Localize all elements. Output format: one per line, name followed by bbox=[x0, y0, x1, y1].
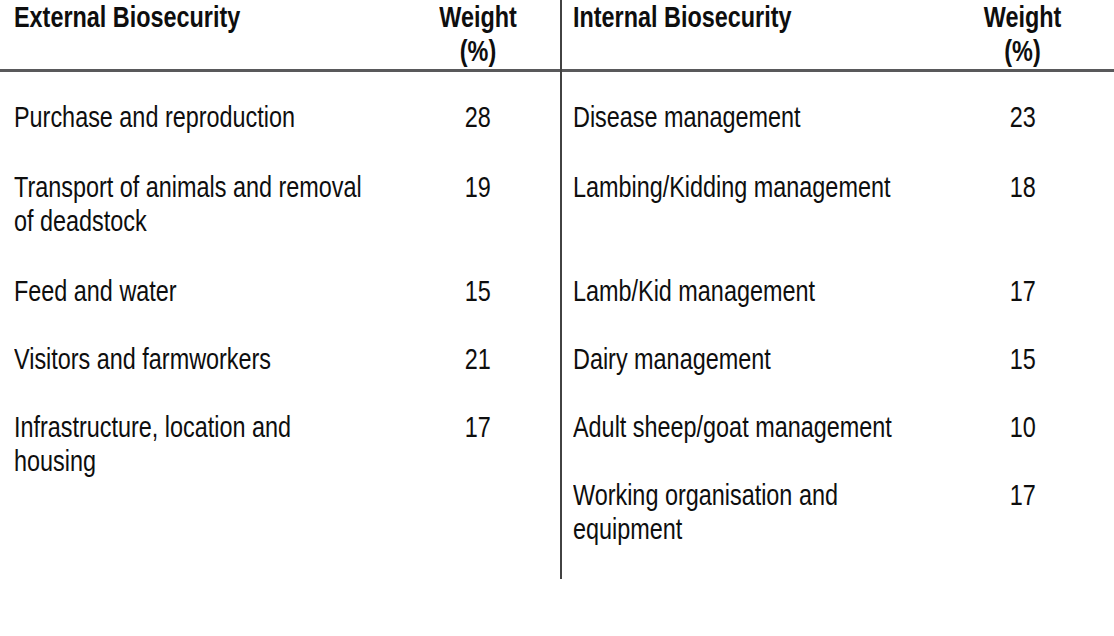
table-row-value: 15 bbox=[958, 342, 1087, 376]
row-value-text: 18 bbox=[1009, 170, 1035, 204]
external-weight-header-text: Weight (%) bbox=[429, 0, 527, 68]
table-row-label: Lamb/Kid management bbox=[573, 274, 883, 308]
row-value-text: 17 bbox=[1009, 274, 1035, 308]
table-row-label: Visitors and farmworkers bbox=[14, 342, 344, 376]
external-panel-title: External Biosecurity bbox=[14, 0, 304, 34]
row-value-text: 23 bbox=[1009, 100, 1035, 134]
row-label-text: Infrastructure, location and housing bbox=[14, 410, 291, 478]
table-row-label: Purchase and reproduction bbox=[14, 100, 374, 134]
header-underline-rule bbox=[0, 69, 1114, 72]
row-label-text: Adult sheep/goat management bbox=[573, 410, 892, 444]
table-row-label: Adult sheep/goat management bbox=[573, 410, 982, 444]
row-label-text: Lamb/Kid management bbox=[573, 274, 815, 308]
internal-panel-title: Internal Biosecurity bbox=[573, 0, 853, 34]
row-label-text: Working organisation and equipment bbox=[573, 478, 838, 546]
table-row-value: 17 bbox=[958, 478, 1087, 512]
table-row-value: 10 bbox=[958, 410, 1087, 444]
internal-weight-column-header: Weight (%) bbox=[958, 0, 1087, 68]
row-label-text: Visitors and farmworkers bbox=[14, 342, 271, 376]
panel-divider-line bbox=[560, 0, 562, 579]
table-row-label: Lambing/Kidding management bbox=[573, 170, 980, 204]
table-row-label: Feed and water bbox=[14, 274, 222, 308]
table-row-value: 23 bbox=[958, 100, 1087, 134]
internal-panel-title-text: Internal Biosecurity bbox=[573, 0, 791, 34]
table-row-label: Infrastructure, location and housing bbox=[14, 410, 369, 478]
table-row-label: Transport of animals and removal of dead… bbox=[14, 170, 460, 238]
row-label-text: Lambing/Kidding management bbox=[573, 170, 890, 204]
row-value-text: 15 bbox=[465, 274, 491, 308]
table-row-label: Working organisation and equipment bbox=[573, 478, 913, 546]
row-label-text: Feed and water bbox=[14, 274, 177, 308]
table-row-value: 28 bbox=[415, 100, 541, 134]
external-weight-column-header: Weight (%) bbox=[415, 0, 541, 68]
table-row-value: 17 bbox=[958, 274, 1087, 308]
row-value-text: 15 bbox=[1009, 342, 1035, 376]
row-label-text: Disease management bbox=[573, 100, 801, 134]
table-row-label: Dairy management bbox=[573, 342, 826, 376]
table-row-value: 21 bbox=[415, 342, 541, 376]
table-row-value: 15 bbox=[415, 274, 541, 308]
table-row-label: Disease management bbox=[573, 100, 865, 134]
row-value-text: 17 bbox=[1009, 478, 1035, 512]
row-label-text: Purchase and reproduction bbox=[14, 100, 295, 134]
row-label-text: Transport of animals and removal of dead… bbox=[14, 170, 362, 238]
row-value-text: 17 bbox=[465, 410, 491, 444]
table-row-value: 18 bbox=[958, 170, 1087, 204]
table-row-value: 19 bbox=[415, 170, 541, 204]
row-value-text: 19 bbox=[465, 170, 491, 204]
biosecurity-weights-table: External Biosecurity Weight (%) Purchase… bbox=[0, 0, 1114, 636]
external-panel-title-text: External Biosecurity bbox=[14, 0, 240, 34]
row-label-text: Dairy management bbox=[573, 342, 771, 376]
table-row-value: 17 bbox=[415, 410, 541, 444]
row-value-text: 21 bbox=[465, 342, 491, 376]
row-value-text: 10 bbox=[1009, 410, 1035, 444]
internal-weight-header-text: Weight (%) bbox=[972, 0, 1073, 68]
row-value-text: 28 bbox=[465, 100, 491, 134]
